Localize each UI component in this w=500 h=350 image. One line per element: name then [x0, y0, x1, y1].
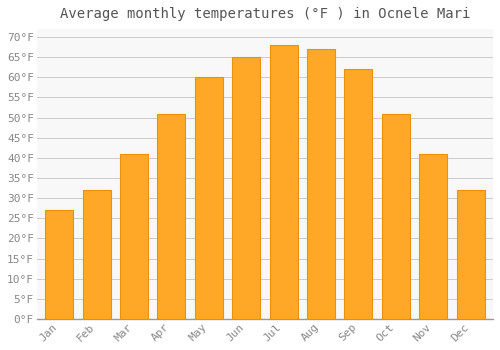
Bar — [195, 77, 223, 319]
Title: Average monthly temperatures (°F ) in Ocnele Mari: Average monthly temperatures (°F ) in Oc… — [60, 7, 470, 21]
Bar — [419, 154, 447, 319]
Bar — [82, 190, 110, 319]
Bar — [270, 45, 297, 319]
Bar — [456, 190, 484, 319]
Bar — [232, 57, 260, 319]
Bar — [344, 69, 372, 319]
Bar — [382, 114, 410, 319]
Bar — [45, 210, 73, 319]
Bar — [120, 154, 148, 319]
Bar — [158, 114, 186, 319]
Bar — [307, 49, 335, 319]
